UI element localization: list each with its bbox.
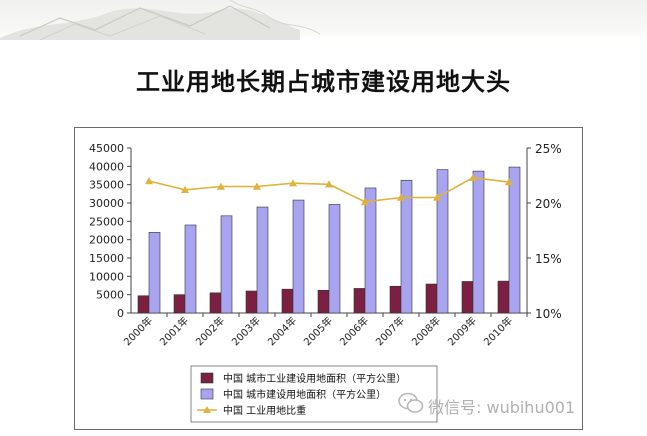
ratio-marker bbox=[397, 193, 405, 201]
x-tick-label: 2006年 bbox=[337, 314, 371, 348]
bar-industrial bbox=[137, 295, 150, 314]
bar-construction bbox=[256, 206, 269, 314]
left-tick-label: 10000 bbox=[89, 270, 124, 283]
x-tick-label: 2003年 bbox=[229, 314, 263, 348]
bar-construction bbox=[400, 179, 413, 314]
ratio-marker bbox=[253, 182, 261, 190]
right-tick-label: 15% bbox=[535, 252, 562, 266]
bar-industrial bbox=[389, 285, 402, 314]
left-tick-label: 35000 bbox=[89, 179, 124, 192]
bar-construction bbox=[364, 187, 377, 314]
bar-construction bbox=[472, 170, 485, 314]
ratio-marker bbox=[433, 193, 441, 201]
ratio-marker bbox=[361, 197, 369, 206]
bar-industrial bbox=[173, 294, 186, 314]
ratio-marker bbox=[505, 178, 513, 186]
bar-construction bbox=[148, 232, 161, 314]
bar-construction bbox=[436, 169, 449, 314]
bar-industrial bbox=[281, 288, 294, 314]
decorative-banner bbox=[0, 0, 647, 40]
left-tick-label: 45000 bbox=[89, 142, 124, 155]
landscape-sketch-image bbox=[0, 0, 321, 40]
x-tick-label: 2001年 bbox=[157, 314, 191, 348]
bar-industrial bbox=[497, 280, 510, 314]
left-tick-label: 25000 bbox=[89, 215, 124, 228]
ratio-marker bbox=[145, 177, 153, 185]
x-tick-label: 2007年 bbox=[373, 314, 407, 348]
left-tick-label: 40000 bbox=[89, 160, 124, 173]
right-tick-label: 10% bbox=[535, 307, 562, 321]
left-tick-label: 20000 bbox=[89, 234, 124, 247]
watermark-text: 微信号: wubihu001 bbox=[428, 398, 576, 417]
legend-box bbox=[190, 365, 438, 423]
x-tick-label: 2000年 bbox=[121, 314, 155, 348]
ratio-marker bbox=[217, 182, 225, 190]
bar-industrial bbox=[461, 281, 474, 314]
bar-industrial bbox=[209, 292, 222, 314]
left-tick-label: 30000 bbox=[89, 197, 124, 210]
ratio-marker bbox=[181, 185, 189, 193]
legend-swatch bbox=[200, 372, 214, 384]
ratio-marker bbox=[469, 173, 477, 181]
combo-chart: 0 5000 10000 15000 20000 25000 30000 35000 40000… bbox=[89, 142, 562, 423]
bar-industrial bbox=[317, 289, 330, 314]
bar-construction bbox=[508, 166, 521, 314]
left-tick-label: 15000 bbox=[89, 252, 124, 265]
x-tick-label: 2008年 bbox=[409, 314, 443, 348]
bar-construction bbox=[328, 204, 341, 314]
x-tick-label: 2010年 bbox=[481, 314, 515, 348]
x-tick-label: 2005年 bbox=[301, 314, 335, 348]
x-tick-label: 2004年 bbox=[265, 314, 299, 348]
watermark: 微信号: wubihu001 bbox=[398, 390, 638, 418]
right-tick-label: 25% bbox=[535, 142, 562, 156]
ratio-marker bbox=[325, 180, 333, 188]
x-tick-label: 2002年 bbox=[193, 314, 227, 348]
chart-frame: 0 5000 10000 15000 20000 25000 30000 35000 40000… bbox=[74, 127, 583, 430]
bar-construction bbox=[292, 199, 305, 314]
left-tick-label: 0 bbox=[117, 307, 124, 320]
bar-industrial bbox=[353, 288, 366, 314]
wechat-icon bbox=[398, 392, 424, 413]
right-tick-label: 20% bbox=[535, 197, 562, 211]
legend-marker bbox=[203, 406, 211, 413]
ratio-marker bbox=[289, 179, 297, 187]
bar-industrial bbox=[425, 283, 438, 314]
left-tick-label: 5000 bbox=[96, 289, 124, 302]
page-title: 工业用地长期占城市建设用地大头 bbox=[136, 67, 511, 96]
legend-label: 中国 城市工业建设用地面积（平方公里） bbox=[223, 372, 406, 385]
bar-industrial bbox=[245, 290, 258, 314]
x-tick-label: 2009年 bbox=[445, 314, 479, 348]
legend-swatch bbox=[200, 388, 214, 400]
legend-label: 中国 城市建设用地面积（平方公里） bbox=[223, 388, 386, 401]
bar-construction bbox=[220, 215, 233, 314]
legend-label: 中国 工业用地比重 bbox=[223, 404, 306, 417]
bar-construction bbox=[184, 224, 197, 314]
